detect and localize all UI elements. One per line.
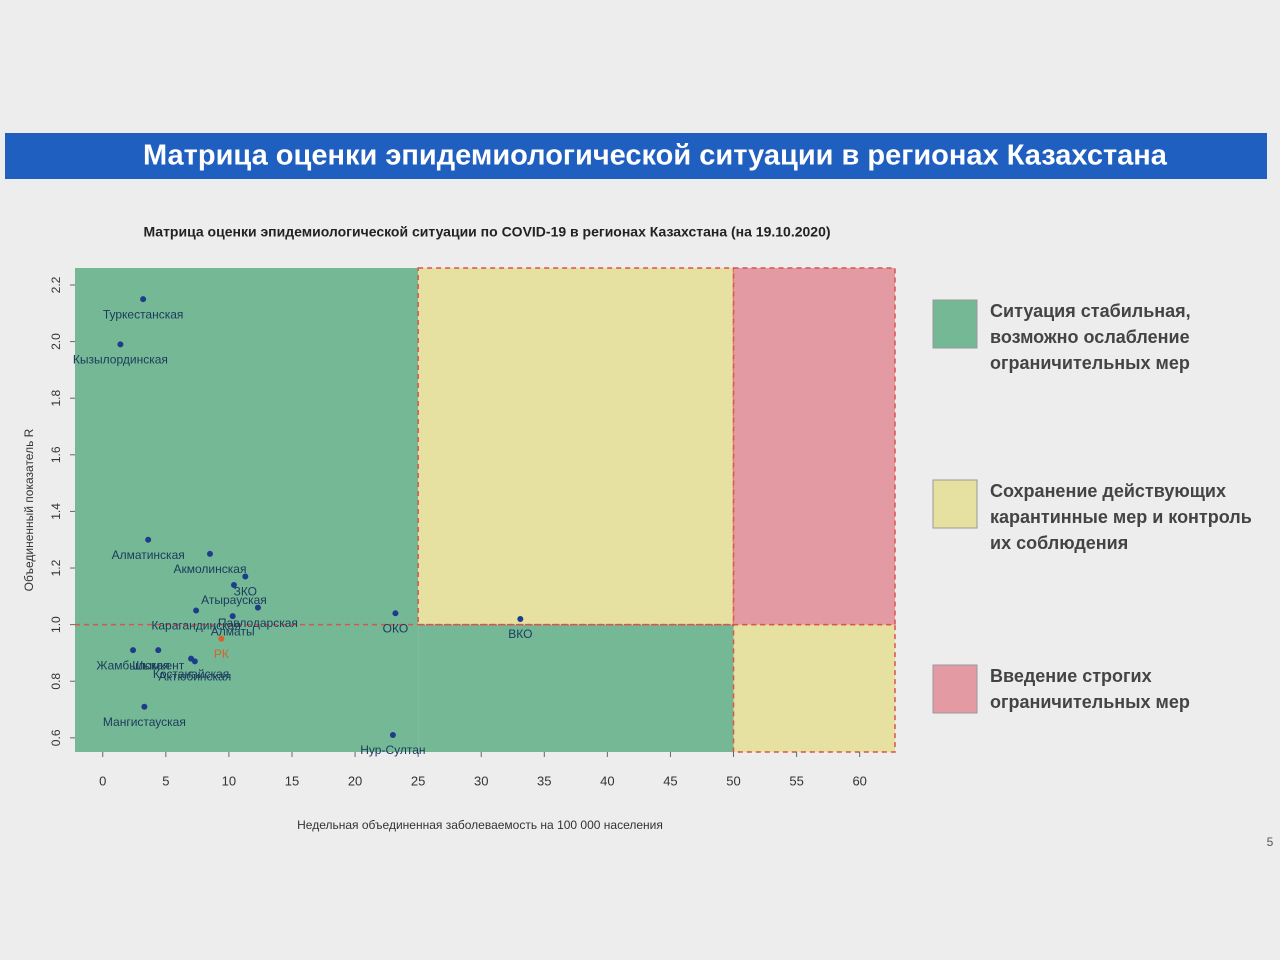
point — [117, 341, 124, 348]
y-tick-label: 2.0 — [49, 333, 63, 350]
point-label: Жамбылская — [96, 658, 169, 672]
y-tick-label: 2.2 — [49, 276, 63, 293]
point-label: Алматинская — [112, 548, 185, 562]
legend-text: Ситуация стабильная, возможно ослабление… — [990, 301, 1191, 373]
point — [517, 615, 524, 622]
point-label: Актюбинская — [158, 670, 231, 684]
x-tick-label: 20 — [348, 773, 362, 788]
x-axis-label: Недельная объединенная заболеваемость на… — [297, 818, 663, 832]
point-label: РК — [214, 647, 229, 661]
point — [230, 582, 237, 589]
x-tick-label: 55 — [789, 773, 803, 788]
chart-title: Матрица оценки эпидемиологической ситуац… — [143, 224, 830, 240]
banner — [5, 133, 1267, 179]
point — [140, 296, 147, 303]
y-tick-label: 1.8 — [49, 390, 63, 407]
point-label: Павлодарская — [218, 616, 298, 630]
point — [130, 647, 137, 654]
legend-text: Введение строгих ограничительных мер — [990, 666, 1190, 712]
legend-swatch — [932, 479, 978, 529]
point-label: Шымкент — [132, 658, 185, 672]
point-label: Мангистауская — [103, 715, 186, 729]
page-number: 5 — [1267, 835, 1274, 849]
point — [392, 610, 399, 617]
point — [254, 604, 261, 611]
x-tick-label: 45 — [663, 773, 677, 788]
x-tick-label: 15 — [285, 773, 299, 788]
y-tick-label: 1.4 — [49, 503, 63, 520]
x-tick-label: 60 — [852, 773, 866, 788]
x-tick-label: 10 — [222, 773, 236, 788]
y-tick-label: 1.0 — [49, 616, 63, 633]
point-label: Алматы — [211, 624, 255, 638]
point-label: Нур-Султан — [360, 743, 425, 757]
y-tick-label: 1.6 — [49, 446, 63, 463]
point-label: Атырауская — [201, 593, 267, 607]
x-tick-label: 5 — [162, 773, 169, 788]
x-tick-label: 25 — [411, 773, 425, 788]
point — [191, 658, 198, 665]
y-tick-label: 0.8 — [49, 673, 63, 690]
legend-text: Сохранение действующих карантинные мер и… — [990, 481, 1252, 553]
region-area — [732, 623, 896, 753]
y-axis-label: Объединенный показатель R — [22, 428, 36, 591]
point — [218, 635, 225, 642]
banner-title: Матрица оценки эпидемиологической ситуац… — [143, 140, 1168, 172]
point-label: ВКО — [508, 627, 532, 641]
point-label: Костанайская — [153, 667, 229, 681]
point — [145, 536, 152, 543]
region-area — [417, 267, 735, 626]
x-tick-label: 35 — [537, 773, 551, 788]
point-label: Туркестанская — [103, 307, 184, 321]
point-label: ОКО — [383, 621, 409, 635]
region-area — [732, 267, 896, 626]
y-tick-label: 1.2 — [49, 559, 63, 576]
x-tick-label: 30 — [474, 773, 488, 788]
point — [242, 573, 249, 580]
legend-swatch — [932, 299, 978, 349]
point — [141, 703, 148, 710]
point-label: Карагандинская — [151, 619, 240, 633]
point — [389, 732, 396, 739]
region-area — [75, 268, 419, 752]
x-tick-label: 40 — [600, 773, 614, 788]
point-label: ЗКО — [234, 585, 257, 599]
point — [229, 613, 236, 620]
point-label: Акмолинская — [174, 562, 247, 576]
point-label: Кызылординская — [73, 353, 168, 367]
point — [155, 647, 162, 654]
legend-swatch — [932, 664, 978, 714]
point — [206, 550, 213, 557]
x-tick-label: 50 — [726, 773, 740, 788]
y-tick-label: 0.6 — [49, 729, 63, 746]
region-area — [418, 624, 734, 752]
x-tick-label: 0 — [99, 773, 106, 788]
point — [193, 607, 200, 614]
